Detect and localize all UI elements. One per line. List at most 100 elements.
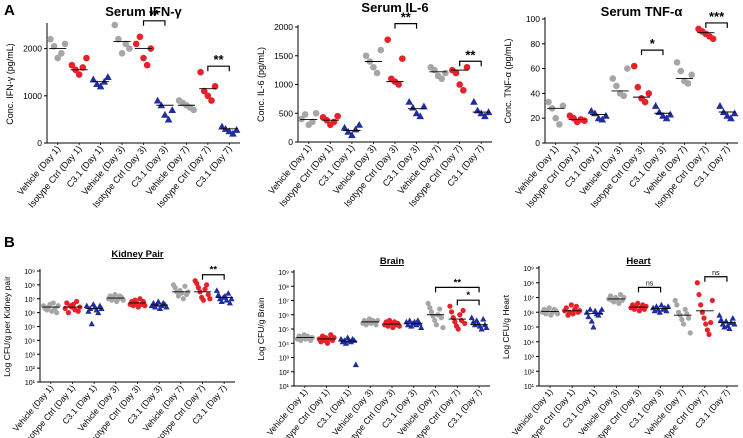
data-point: [696, 291, 702, 298]
y-tick-label: 10⁶: [523, 310, 534, 317]
significance-label: **: [149, 7, 160, 22]
data-point: [673, 59, 681, 66]
data-point: [630, 62, 638, 70]
significance-label: **: [210, 265, 218, 276]
significance-label: ***: [709, 9, 725, 24]
data-point: [298, 115, 305, 123]
data-point: [427, 305, 433, 311]
y-tick-label: 10³: [25, 352, 36, 359]
y-tick-label: 20: [531, 113, 541, 123]
data-point: [412, 109, 421, 117]
data-point: [161, 110, 169, 118]
y-tick-label: 10⁵: [278, 327, 289, 334]
data-point: [395, 81, 402, 88]
data-point: [607, 293, 614, 299]
y-tick-label: 10⁴: [278, 341, 289, 348]
y-tick-label: 10²: [524, 369, 535, 376]
data-point: [480, 315, 487, 322]
data-point: [617, 291, 624, 298]
data-point: [635, 300, 641, 306]
data-point: [729, 315, 736, 321]
chart-title: Serum IFN-γ: [105, 4, 182, 19]
data-point: [680, 321, 687, 327]
data-point: [684, 80, 692, 87]
data-point: [150, 299, 157, 306]
data-point: [554, 311, 561, 317]
y-tick-label: 10⁹: [278, 270, 289, 277]
data-point: [613, 82, 620, 90]
significance-label: **: [454, 277, 462, 288]
data-point: [709, 35, 717, 43]
data-point: [406, 317, 413, 323]
data-point: [142, 303, 148, 309]
data-point: [168, 106, 177, 113]
data-point: [598, 115, 607, 123]
data-point: [448, 309, 455, 315]
data-point: [709, 297, 715, 304]
data-point: [659, 111, 667, 119]
data-point: [447, 303, 453, 309]
data-point: [373, 69, 381, 77]
data-point: [468, 314, 475, 321]
data-point: [377, 46, 385, 54]
data-point: [96, 82, 105, 90]
data-point: [120, 297, 126, 303]
data-point: [616, 300, 622, 306]
data-point: [708, 319, 714, 326]
y-tick-label: 1000: [274, 80, 293, 90]
y-tick-label: 0: [37, 138, 42, 148]
data-point: [324, 340, 331, 346]
data-point: [83, 302, 90, 309]
data-point: [440, 324, 446, 331]
data-point: [73, 298, 80, 305]
significance-label: ns: [646, 280, 654, 287]
data-point: [204, 92, 212, 100]
significance-bracket: [637, 286, 662, 293]
y-tick-label: 10⁶: [278, 313, 289, 320]
chart-title: Kidney Pair: [111, 249, 164, 260]
chart-title: Heart: [626, 256, 651, 267]
data-point: [352, 361, 359, 368]
data-point: [218, 298, 225, 305]
data-point: [225, 290, 232, 296]
data-point: [75, 308, 81, 314]
data-point: [545, 98, 552, 106]
chart-brain: Brain 10¹ 10² 10³ 10⁴ 10⁵ 10⁶ 10⁷ 10⁸ 10⁹ Log CFU/…: [256, 256, 490, 438]
data-point: [197, 68, 204, 76]
data-point: [730, 109, 739, 117]
data-point: [570, 311, 576, 317]
data-point: [665, 303, 672, 309]
data-point: [132, 40, 140, 48]
data-point: [460, 86, 467, 94]
data-point: [726, 325, 733, 331]
chart-heart: Heart 10¹ 10² 10³ 10⁴ 10⁵ 10⁶ 10⁷ 10⁸ 10⁹ Log CFU/…: [501, 256, 738, 438]
y-tick-label: 10⁷: [25, 297, 36, 304]
y-tick-label: 0: [288, 137, 293, 147]
y-tick-label: 10⁹: [523, 266, 534, 273]
data-point: [218, 122, 226, 130]
chart-title: Serum IL-6: [361, 0, 428, 15]
data-point: [559, 102, 567, 110]
significance-bracket: [207, 65, 230, 72]
y-tick-label: 10³: [524, 355, 535, 362]
panel-label-b: B: [4, 234, 15, 251]
data-point: [602, 111, 610, 119]
data-point: [405, 97, 414, 105]
y-tick-label: 0: [535, 138, 540, 148]
y-tick-label: 10⁵: [24, 325, 35, 332]
data-point: [478, 325, 485, 332]
significance-label: **: [401, 10, 412, 25]
data-point: [587, 106, 596, 114]
data-point: [373, 322, 379, 328]
data-point: [340, 123, 349, 131]
data-point: [223, 297, 230, 303]
data-point: [587, 306, 594, 312]
data-point: [89, 75, 98, 83]
data-point: [136, 33, 144, 41]
significance-bracket: [142, 20, 166, 26]
data-point: [163, 303, 170, 310]
data-point: [721, 323, 728, 330]
data-point: [463, 63, 471, 71]
significance-bracket: [705, 22, 728, 28]
